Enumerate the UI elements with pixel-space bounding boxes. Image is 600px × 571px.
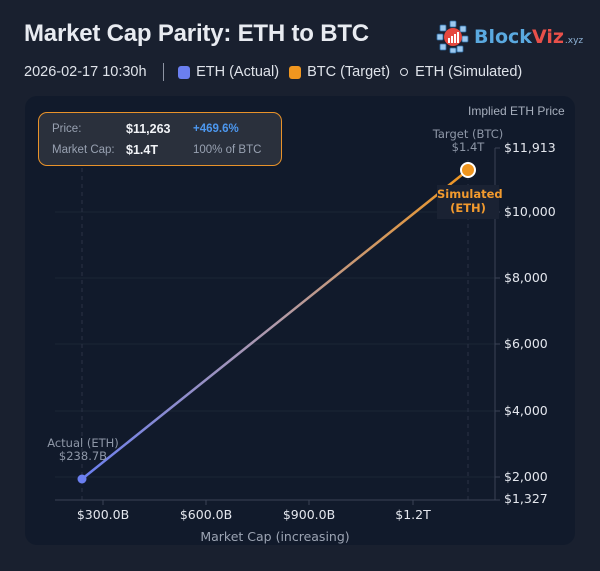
market-cap-label: Market Cap: — [52, 144, 115, 156]
legend-eth-actual[interactable]: ETH (Actual) — [178, 64, 279, 80]
divider — [162, 63, 165, 81]
legend-swatch-orange-icon — [289, 65, 302, 79]
actual-value: $238.7B — [58, 449, 108, 463]
y-tick-label: $11,913 — [504, 140, 556, 155]
subtitle-bar: 2026-02-17 10:30h ETH (Actual) BTC (Targ… — [24, 63, 532, 81]
y-tick-label: $4,000 — [504, 403, 548, 418]
x-tick-label: $600.0B — [179, 507, 233, 522]
actual-title: Actual (ETH) — [47, 436, 119, 450]
logo-block-text: Block — [474, 26, 532, 48]
eth-actual-point — [77, 474, 87, 484]
y-tick-label: $2,000 — [504, 469, 548, 484]
y-tick-label: $1,327 — [504, 491, 548, 506]
logo-viz-text: Viz — [531, 26, 564, 48]
actual-annotation: Actual (ETH) $238.7B — [42, 437, 124, 463]
legend-btc-target[interactable]: BTC (Target) — [289, 64, 390, 80]
y-ticks — [495, 147, 500, 501]
blockchain-network-icon — [436, 20, 469, 54]
target-title: Target (BTC) — [432, 127, 504, 141]
x-tick-label: $300.0B — [76, 507, 130, 522]
legend-ring-icon — [400, 68, 409, 76]
x-tick-label: $900.0B — [282, 507, 336, 522]
y-tick-label: $6,000 — [504, 336, 548, 351]
tooltip-card: Price: $11,263 +469.6% Market Cap: $1.4T… — [38, 112, 282, 166]
gridlines — [55, 211, 495, 478]
simulated-line2: (ETH) — [450, 201, 486, 215]
simulated-label: Simulated (ETH) — [437, 185, 503, 219]
legend-swatch-blue-icon — [178, 65, 191, 79]
logo-text: BlockViz.xyz — [474, 26, 583, 48]
brand-logo[interactable]: BlockViz.xyz — [436, 20, 583, 54]
x-axis-title: Market Cap (increasing) — [200, 529, 350, 544]
x-tick-label: $1.2T — [395, 507, 431, 522]
timestamp: 2026-02-17 10:30h — [24, 64, 147, 80]
legend-label: ETH (Actual) — [196, 64, 280, 80]
market-cap-share: 100% of BTC — [193, 144, 262, 156]
chart-title: Market Cap Parity: ETH to BTC — [24, 20, 369, 47]
chart-panel — [25, 96, 575, 545]
price-change: +469.6% — [193, 123, 239, 135]
legend-eth-simulated[interactable]: ETH (Simulated) — [400, 64, 522, 80]
legend-label: ETH (Simulated) — [415, 64, 523, 80]
y-tick-label: $8,000 — [504, 270, 548, 285]
target-value: $1.4T — [451, 140, 485, 154]
price-label: Price: — [52, 123, 82, 135]
x-ticks — [102, 500, 414, 505]
y-tick-label: $10,000 — [504, 204, 556, 219]
y-axis-title: Implied ETH Price — [468, 104, 565, 118]
target-annotation: Target (BTC) $1.4T — [427, 128, 509, 154]
simulated-eth-point — [460, 162, 476, 178]
parity-line — [80, 168, 470, 481]
market-cap-value: $1.4T — [126, 143, 158, 157]
legend-label: BTC (Target) — [307, 64, 391, 80]
simulated-line1: Simulated — [437, 187, 503, 201]
logo-suffix: .xyz — [564, 36, 584, 46]
price-value: $11,263 — [126, 122, 171, 136]
